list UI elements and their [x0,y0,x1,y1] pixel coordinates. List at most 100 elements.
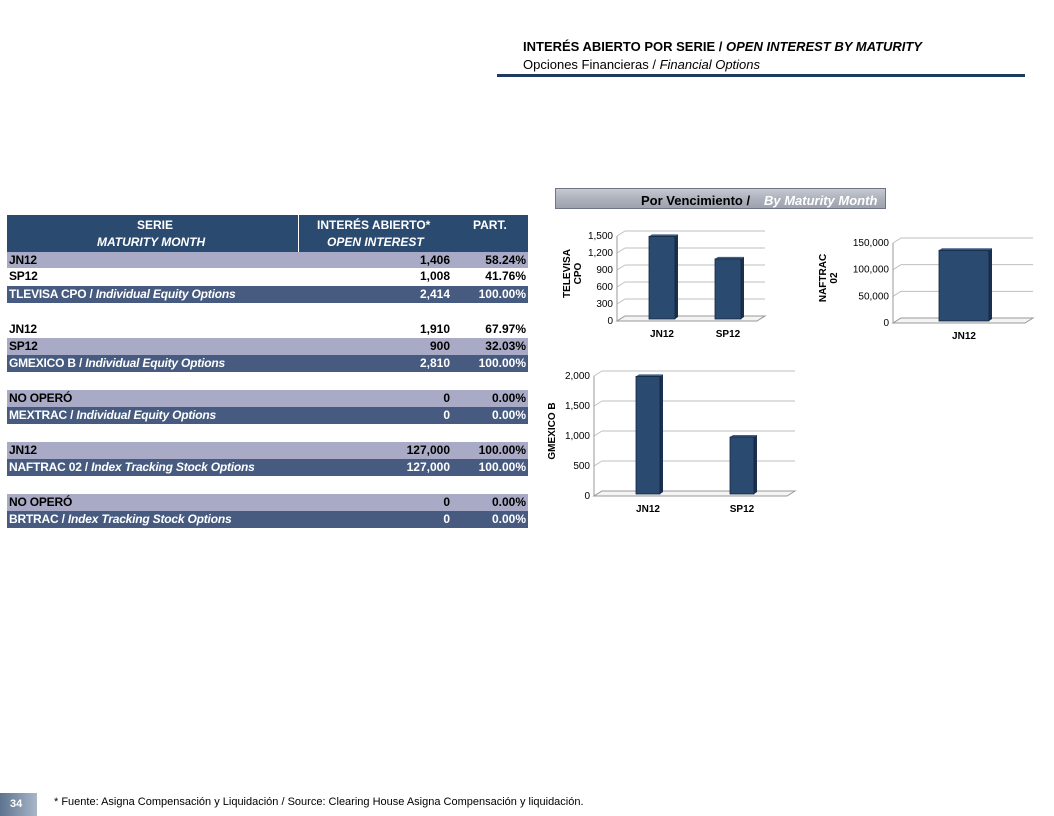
row-open-interest: 0 [443,512,450,526]
row-label-main: MEXTRAC / [9,408,74,422]
y-tick-label: 0 [883,318,889,329]
bar [938,249,990,322]
page-number-text: 34 [10,798,23,810]
gridline-side [593,460,603,467]
bar-top [649,234,678,237]
gridline-side [593,370,603,377]
gridline-side [593,430,603,437]
row-open-interest: 0 [443,391,450,405]
bar-side [660,374,663,494]
row-label: NO OPERÓ [9,391,72,405]
y-axis-label: CPO [573,262,584,284]
table-row: BRTRAC / Index Tracking Stock Options 0 0.… [7,511,528,528]
row-label: GMEXICO B / Individual Equity Options [9,356,225,370]
row-open-interest: 127,000 [406,443,450,457]
row-open-interest: 0 [443,408,450,422]
gridline-side [892,264,902,271]
table-row: NAFTRAC 02 / Index Tracking Stock Option… [7,459,528,476]
y-axis-label: TELEVISA [562,249,573,298]
table-row: SP12 900 32.03% [7,338,528,355]
row-label: JN12 [9,443,37,457]
row-label: SP12 [9,269,38,283]
row-label-main: BRTRAC / [9,512,65,526]
bar [648,235,676,320]
gridline-side [616,281,626,288]
col-part-label: PART. [473,218,507,232]
row-label-category: Individual Equity Options [95,287,236,301]
chart-banner: Por Vencimiento / By Maturity Month [555,188,886,209]
y-tick-label: 1,000 [565,431,590,442]
gridline-side [616,247,626,254]
table-row: GMEXICO B / Individual Equity Options 2,8… [7,355,528,372]
row-label: MEXTRAC / Individual Equity Options [9,408,216,422]
row-label: SP12 [9,339,38,353]
chart-naftrac: 0 50,000 100,000 150,000 JN12 NAFTRAC 02 [818,237,1035,340]
table-row: NO OPERÓ 0 0.00% [7,390,528,407]
row-label-main: JN12 [9,443,37,457]
page-subtitle-en: Financial Options [659,57,761,72]
page-title-es: INTERÉS ABIERTO POR SERIE / [523,39,723,54]
row-label-main: JN12 [9,253,37,267]
y-tick-label: 2,000 [565,371,590,382]
page-number: 34 [0,793,37,816]
row-open-interest: 127,000 [406,460,450,474]
row-label-main: SP12 [9,339,38,353]
bar-top [715,256,744,259]
row-participation: 100.00% [478,287,526,301]
chart-gmexico: 0 500 1,000 1,500 2,000 JN12 SP12 GMEXICO B [547,370,797,515]
table-row: JN12 1,910 67.97% [7,321,528,338]
chart-televisa: 0 300 600 900 1,200 1,500 JN12 SP12 TELEVISA CPO [562,230,767,340]
y-tick-label: 300 [596,299,613,310]
banner-es: Por Vencimiento / [641,193,751,208]
row-participation: 32.03% [485,339,526,353]
bar-side [741,256,744,319]
bar [729,436,755,495]
gridline-side [616,264,626,271]
row-label-main: TLEVISA CPO / [9,287,93,301]
page-title-en: OPEN INTEREST BY MATURITY [726,39,922,54]
table-row: SP12 1,008 41.76% [7,268,528,285]
row-participation: 41.76% [485,269,526,283]
row-participation: 0.00% [491,408,526,422]
y-tick-label: 150,000 [853,238,890,249]
gridline-side [892,290,902,297]
row-label-main: GMEXICO B / [9,356,83,370]
table-row: JN12 1,406 58.24% [7,252,528,269]
bar [635,375,661,495]
footnote: * Fuente: Asigna Compensación y Liquidac… [54,796,584,808]
bar-top [636,374,663,377]
chart-floor [592,490,797,497]
row-participation: 100.00% [478,460,526,474]
y-tick-label: 0 [607,316,613,327]
y-tick-label: 1,200 [588,248,613,259]
row-label-category: Individual Equity Options [85,356,225,370]
table-header: SERIE MATURITY MONTH INTERÉS ABIERTO* OP… [7,215,528,252]
banner-en: By Maturity Month [764,193,878,208]
row-open-interest: 2,810 [419,356,450,370]
row-participation: 100.00% [478,443,526,457]
row-label-main: NO OPERÓ [9,495,73,509]
y-tick-label: 1,500 [588,231,613,242]
x-tick-label: SP12 [730,504,755,515]
x-tick-label: JN12 [952,331,976,340]
header-rule [497,74,1025,77]
col-serie-label: SERIE [137,218,174,232]
gridline-side [616,230,626,237]
row-label: JN12 [9,253,37,267]
row-label-main: NO OPERÓ [9,391,73,405]
y-tick-label: 600 [596,282,613,293]
col-oi-label: INTERÉS ABIERTO* [317,218,431,232]
y-tick-label: 0 [584,491,590,502]
bar-side [754,435,757,494]
x-tick-label: JN12 [636,504,660,515]
page-subtitle-es: Opciones Financieras / [523,57,656,72]
row-label: TLEVISA CPO / Individual Equity Options [9,287,236,301]
row-label: NO OPERÓ [9,495,72,509]
table-row: JN12 127,000 100.00% [7,442,528,459]
gridline-side [616,298,626,305]
row-label-category: Individual Equity Options [76,408,217,422]
row-label-main: NAFTRAC 02 / [9,460,88,474]
table-row: MEXTRAC / Individual Equity Options 0 0.00… [7,407,528,424]
x-tick-label: JN12 [650,329,674,340]
row-label-category: Index Tracking Stock Options [91,460,255,474]
